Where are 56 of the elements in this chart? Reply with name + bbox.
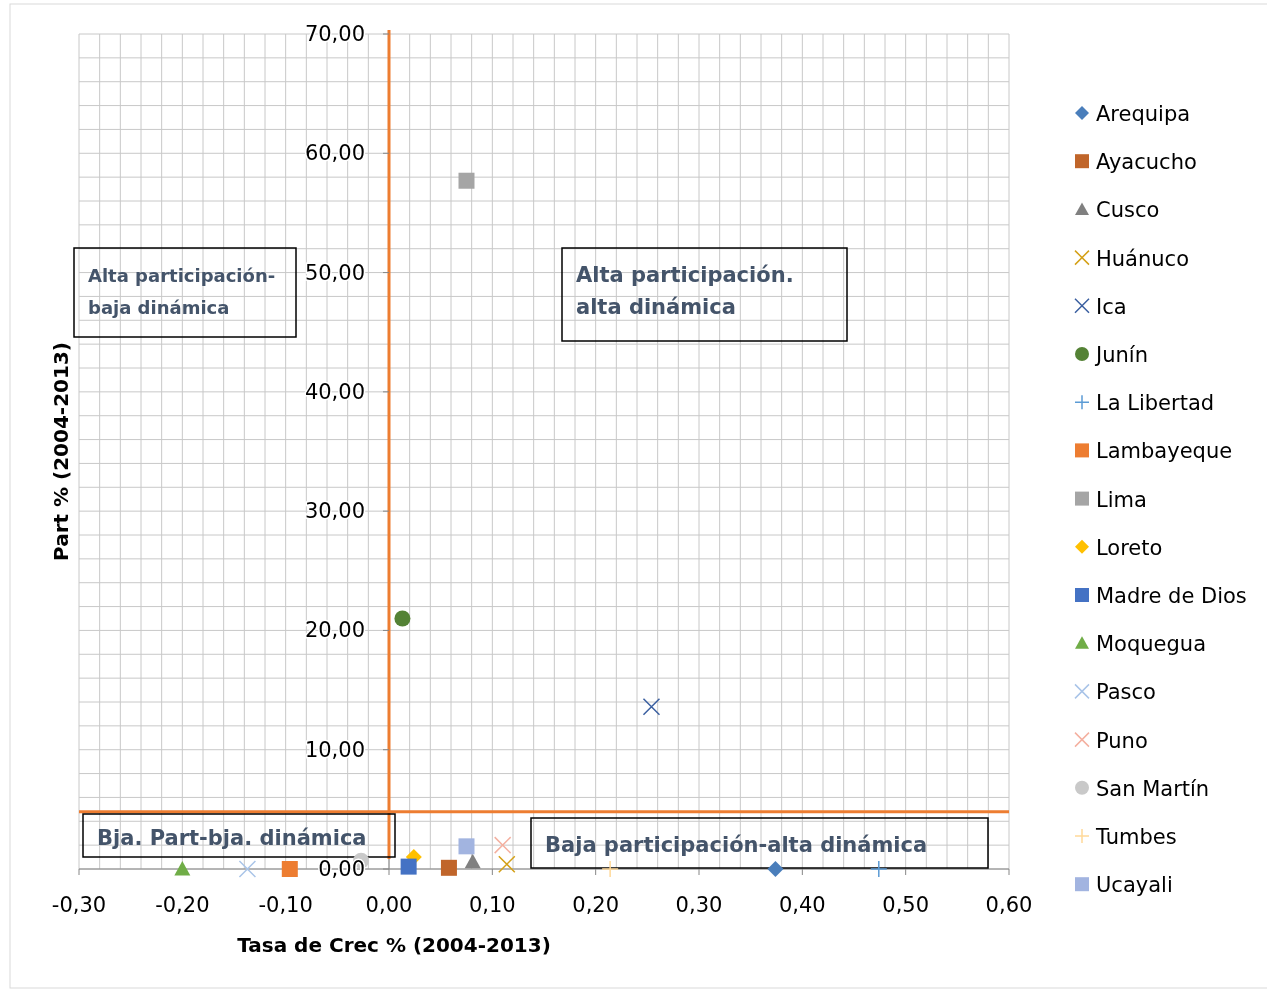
y-tick-label: 70,00 <box>304 22 365 46</box>
point <box>493 836 512 854</box>
legend-label: San Martín <box>1096 776 1210 801</box>
legend-label: Arequipa <box>1096 102 1191 126</box>
y-tick-label: 50,00 <box>304 260 365 285</box>
point <box>870 860 888 878</box>
legend-label: Tumbes <box>1095 825 1177 849</box>
point <box>642 698 661 716</box>
legend-label: Ayacucho <box>1096 150 1197 175</box>
legend-label: Lima <box>1096 487 1147 512</box>
y-axis-title: Part % (2004-2013) <box>49 342 73 561</box>
legend-label: Ucayali <box>1096 873 1173 898</box>
legend-label: Cusco <box>1096 198 1160 223</box>
x-tick-label: -0,30 <box>51 893 107 917</box>
point <box>394 610 411 627</box>
legend-label: Moquegua <box>1096 632 1207 657</box>
annotation: Bja. Part-bja. dinámica <box>97 825 367 850</box>
y-tick-label: 60,00 <box>304 141 365 166</box>
point <box>458 172 475 189</box>
y-tick-label: 30,00 <box>304 499 365 524</box>
x-tick-label: 0,20 <box>572 893 620 917</box>
x-axis-title: Tasa de Crec % (2004-2013) <box>237 933 551 957</box>
point <box>458 838 475 855</box>
point <box>174 861 191 876</box>
legend-label: Loreto <box>1096 535 1163 560</box>
x-tick-label: 0,60 <box>985 893 1033 917</box>
legend-label: Madre de Dios <box>1096 584 1247 608</box>
point <box>440 859 457 876</box>
legend-label: La Libertad <box>1096 391 1215 416</box>
point <box>498 855 516 873</box>
annotation: Baja participación-alta dinámica <box>545 833 928 857</box>
annotation: Alta participación- baja dinámica <box>88 265 276 318</box>
legend-label: Lambayeque <box>1096 439 1233 464</box>
point <box>238 860 257 878</box>
legend-label: Ica <box>1096 294 1127 319</box>
x-tick-label: -0,20 <box>155 893 210 917</box>
legend-label: Pasco <box>1096 680 1156 705</box>
legend-label: Huánuco <box>1096 246 1189 271</box>
point <box>464 853 481 869</box>
x-tick-label: 0,50 <box>882 893 930 917</box>
x-tick-label: 0,00 <box>365 893 413 917</box>
x-tick-label: 0,10 <box>468 893 516 917</box>
annotation: Alta participación. alta dinámica <box>576 263 794 319</box>
point <box>281 861 298 877</box>
point <box>601 860 619 878</box>
y-tick-label: 0,00 <box>318 857 365 881</box>
point <box>767 861 784 877</box>
legend-label: Puno <box>1096 728 1148 753</box>
x-tick-label: 0,30 <box>675 893 723 917</box>
y-tick-label: 10,00 <box>304 737 365 762</box>
y-tick-label: 40,00 <box>304 379 365 404</box>
legend-label: Junín <box>1094 343 1148 367</box>
x-tick-label: 0,40 <box>778 893 826 917</box>
y-tick-label: 20,00 <box>304 618 365 643</box>
x-tick-label: -0,10 <box>258 893 313 917</box>
point <box>400 858 417 875</box>
